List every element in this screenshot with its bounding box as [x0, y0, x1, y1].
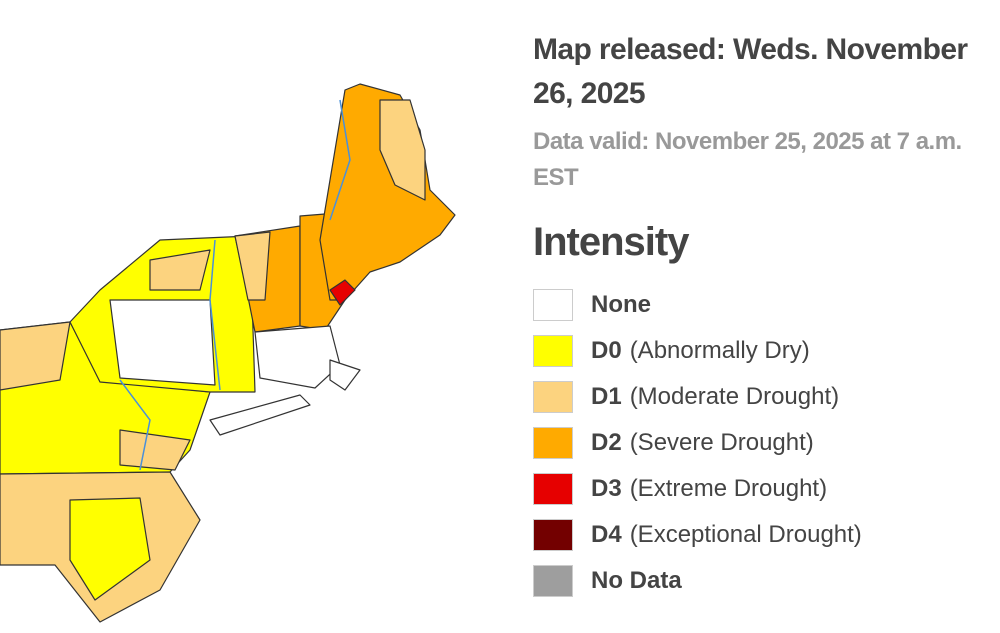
legend-swatch [533, 335, 573, 367]
legend-item: D0 (Abnormally Dry) [533, 328, 983, 374]
legend-code: No Data [591, 567, 682, 594]
legend-swatch [533, 289, 573, 321]
legend: None D0 (Abnormally Dry) D1 (Moderate Drough… [533, 282, 983, 604]
legend-description: (Extreme Drought) [629, 475, 828, 502]
legend-code: D2 [591, 429, 622, 456]
legend-description: (Severe Drought) [629, 429, 814, 456]
legend-code: D1 [591, 383, 622, 410]
legend-swatch [533, 427, 573, 459]
title: Map released: Weds. November 26, 2025 [533, 33, 968, 110]
legend-item: D1 (Moderate Drought) [533, 374, 983, 420]
legend-item: No Data [533, 558, 983, 604]
legend-code: D0 [591, 337, 622, 364]
legend-swatch [533, 565, 573, 597]
legend-swatch [533, 519, 573, 551]
drought-map [0, 83, 456, 623]
legend-code: D3 [591, 475, 622, 502]
legend-description: (Moderate Drought) [629, 383, 840, 410]
legend-item: D2 (Severe Drought) [533, 420, 983, 466]
legend-title: Intensity [533, 220, 689, 264]
legend-swatch [533, 381, 573, 413]
subtitle: Data valid: November 25, 2025 at 7 a.m. … [533, 128, 962, 191]
legend-description: (Exceptional Drought) [629, 521, 862, 548]
legend-code: None [591, 291, 651, 318]
legend-description: (Abnormally Dry) [629, 337, 810, 364]
legend-item: D4 (Exceptional Drought) [533, 512, 983, 558]
legend-item: D3 (Extreme Drought) [533, 466, 983, 512]
legend-swatch [533, 473, 573, 505]
legend-item: None [533, 282, 983, 328]
side-panel: Map released: Weds. November 26, 2025 Da… [533, 28, 983, 604]
legend-code: D4 [591, 521, 622, 548]
